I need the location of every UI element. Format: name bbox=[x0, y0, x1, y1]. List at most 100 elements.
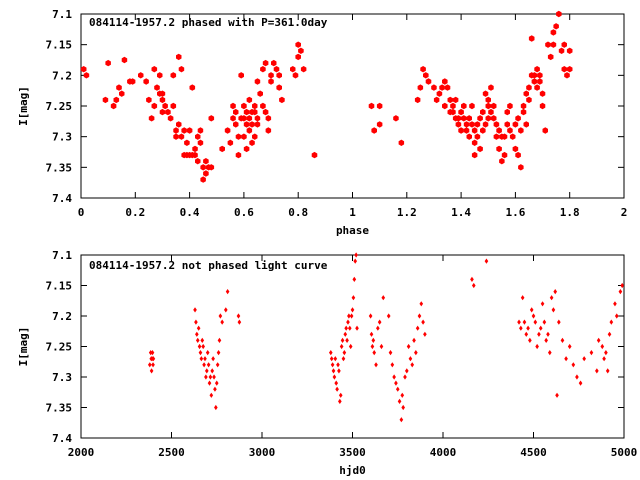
data-point bbox=[546, 331, 550, 337]
data-point bbox=[217, 337, 222, 343]
data-point bbox=[176, 121, 182, 128]
data-point bbox=[298, 47, 304, 54]
data-point bbox=[431, 84, 437, 91]
data-point bbox=[241, 102, 247, 110]
data-point bbox=[345, 337, 349, 343]
data-point bbox=[200, 176, 206, 183]
x-tick-label: 1.4 bbox=[451, 206, 471, 219]
data-point bbox=[119, 90, 125, 97]
data-point bbox=[376, 121, 383, 128]
data-point bbox=[347, 325, 352, 331]
data-point bbox=[178, 133, 185, 140]
data-point bbox=[311, 151, 318, 159]
data-point bbox=[329, 356, 334, 362]
data-point bbox=[116, 84, 122, 91]
data-point bbox=[509, 133, 516, 140]
data-point bbox=[404, 368, 409, 374]
data-point bbox=[204, 368, 209, 374]
data-point bbox=[350, 307, 355, 313]
data-point bbox=[488, 108, 494, 116]
y-tick-label: 7.3 bbox=[52, 371, 72, 384]
data-point bbox=[412, 337, 416, 343]
data-point bbox=[520, 295, 525, 301]
data-point bbox=[398, 139, 405, 146]
data-point bbox=[515, 115, 521, 122]
data-point bbox=[243, 121, 250, 128]
data-point bbox=[300, 66, 307, 73]
data-point bbox=[110, 102, 117, 110]
data-point bbox=[376, 325, 380, 331]
phased-x-axis-label: phase bbox=[336, 224, 369, 237]
data-point bbox=[482, 121, 489, 128]
data-point bbox=[560, 337, 565, 343]
x-tick-label: 4000 bbox=[430, 446, 457, 459]
data-point bbox=[535, 343, 539, 350]
data-point bbox=[531, 78, 538, 85]
data-point bbox=[528, 337, 532, 343]
data-point bbox=[149, 368, 154, 374]
data-point bbox=[192, 145, 198, 153]
data-point bbox=[371, 337, 376, 343]
data-point bbox=[210, 368, 215, 374]
data-point bbox=[433, 96, 440, 104]
data-point bbox=[173, 127, 179, 134]
data-point bbox=[452, 96, 459, 104]
data-point bbox=[199, 356, 204, 362]
data-point bbox=[518, 127, 524, 134]
data-point bbox=[203, 170, 209, 177]
data-point bbox=[504, 108, 510, 116]
data-point bbox=[376, 102, 383, 110]
data-point bbox=[235, 151, 242, 159]
data-point bbox=[519, 325, 523, 331]
data-point bbox=[290, 66, 296, 73]
data-point bbox=[211, 356, 215, 362]
data-point bbox=[195, 158, 201, 165]
data-point bbox=[605, 368, 610, 374]
data-point bbox=[556, 10, 562, 18]
data-point bbox=[564, 356, 568, 362]
data-point bbox=[410, 362, 415, 368]
x-tick-label: 2 bbox=[621, 206, 628, 219]
data-point bbox=[471, 127, 478, 134]
data-point bbox=[549, 295, 554, 301]
data-point bbox=[397, 398, 402, 404]
x-tick-label: 0.2 bbox=[125, 206, 145, 219]
data-point bbox=[237, 319, 242, 325]
data-point bbox=[395, 386, 400, 392]
data-point bbox=[523, 90, 529, 97]
y-tick-label: 7.15 bbox=[46, 280, 73, 293]
data-point bbox=[148, 115, 155, 122]
data-point bbox=[252, 102, 258, 110]
data-point bbox=[143, 78, 149, 85]
data-point bbox=[208, 115, 215, 122]
x-tick-label: 0.8 bbox=[288, 206, 308, 219]
data-point bbox=[189, 84, 196, 91]
data-point bbox=[330, 362, 335, 368]
data-point bbox=[566, 66, 573, 73]
data-point bbox=[471, 282, 476, 289]
data-point bbox=[531, 313, 536, 319]
data-point bbox=[295, 41, 301, 48]
data-point bbox=[539, 102, 546, 110]
data-point bbox=[212, 374, 216, 380]
data-point bbox=[129, 78, 136, 85]
data-point bbox=[423, 331, 427, 337]
data-point bbox=[262, 59, 269, 67]
data-point bbox=[121, 56, 128, 64]
data-point bbox=[184, 139, 190, 146]
x-tick-label: 1.8 bbox=[560, 206, 580, 219]
data-point bbox=[271, 59, 277, 67]
data-point bbox=[333, 356, 338, 362]
data-point bbox=[493, 121, 500, 128]
data-point bbox=[370, 343, 375, 350]
data-point bbox=[507, 102, 513, 110]
data-point bbox=[369, 331, 374, 337]
data-point bbox=[450, 108, 456, 116]
data-point bbox=[260, 66, 266, 73]
data-point bbox=[233, 108, 239, 116]
data-point bbox=[518, 164, 524, 171]
data-point bbox=[162, 102, 168, 110]
data-point bbox=[208, 164, 215, 171]
data-point bbox=[614, 313, 619, 319]
data-point bbox=[374, 362, 378, 368]
